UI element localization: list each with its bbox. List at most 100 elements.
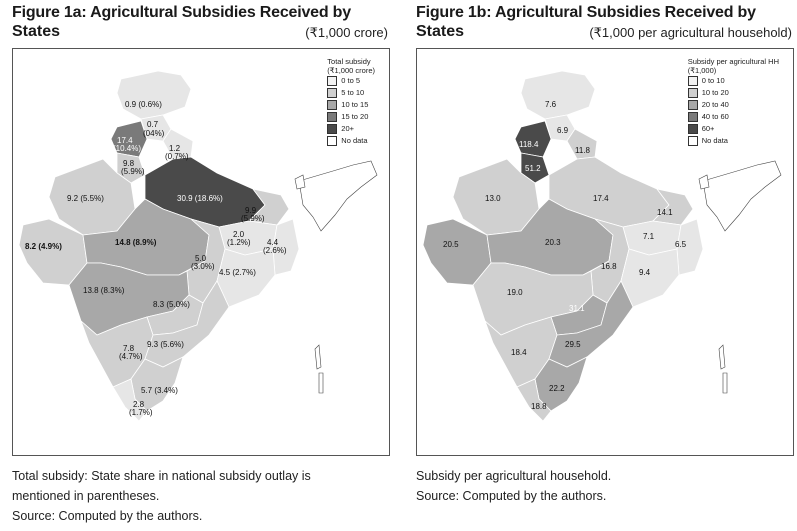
figure-title: Figure 1a: Agricultural Subsidies Receiv…	[12, 4, 351, 21]
map-panel: 7.6 6.9 118.4 51.2 11.8 13.0 17.4 14.1 2…	[416, 48, 794, 456]
map-panel: 0.9 (0.6%) 0.7 (04%) 17.4 (10.4%) 9.8 (5…	[12, 48, 390, 456]
andaman-islands-south	[318, 372, 324, 394]
andaman-islands	[718, 344, 726, 370]
label-hp-share: (04%)	[143, 129, 165, 138]
label-jh-share: (1.2%)	[227, 238, 251, 247]
legend-swatch	[327, 100, 338, 110]
legend-swatch	[327, 124, 338, 134]
caption-line: Subsidy per agricultural household.	[416, 469, 612, 483]
label-br-share: (5.9%)	[241, 214, 265, 223]
label-ts: 8.3 (5.0%)	[153, 300, 190, 309]
label-ap: 9.3 (5.6%)	[147, 340, 184, 349]
figure-caption: Subsidy per agricultural household. Sour…	[416, 466, 611, 506]
figure-title-block: Figure 1a: Agricultural Subsidies Receiv…	[12, 4, 388, 44]
label-pb: 17.4	[117, 136, 133, 145]
legend-label: 10 to 15	[341, 100, 369, 109]
state-uk	[566, 128, 598, 160]
figure-title: Figure 1b: Agricultural Subsidies Receiv…	[416, 4, 756, 21]
label-ka-share: (4.7%)	[119, 352, 143, 361]
legend-label: 20+	[341, 124, 355, 133]
legend-swatch	[687, 76, 698, 86]
label-kl: 2.8	[133, 400, 145, 409]
legend-label: 60+	[701, 124, 715, 133]
label-uk: 11.8	[575, 146, 591, 155]
legend-item: 10 to 15	[327, 99, 375, 111]
state-jk	[520, 70, 596, 120]
label-jk: 7.6	[545, 100, 557, 109]
label-jh: 7.1	[643, 232, 655, 241]
state-kl	[112, 378, 148, 422]
state-pb	[514, 120, 552, 158]
legend-item: 60+	[687, 123, 779, 135]
caption-line: Total subsidy: State share in national s…	[12, 469, 311, 483]
legend-subtitle: (₹1,000)	[687, 66, 717, 75]
legend-swatch	[687, 100, 698, 110]
caption-line: mentioned in parentheses.	[12, 489, 160, 503]
legend-subtitle: (₹1,000 crore)	[327, 66, 375, 75]
state-od	[620, 248, 680, 308]
label-hr-share: (5.9%)	[121, 167, 145, 176]
legend-label: 0 to 5	[341, 76, 361, 85]
legend-swatch	[687, 88, 698, 98]
label-ts: 31.1	[569, 304, 585, 313]
label-kl: 18.8	[531, 402, 547, 411]
legend-label: 5 to 10	[341, 88, 365, 97]
label-rj: 9.2 (5.5%)	[67, 194, 104, 203]
figure-title-continued: States	[12, 23, 61, 40]
label-cg: 16.8	[601, 262, 617, 271]
label-mp: 20.3	[545, 238, 561, 247]
label-br: 9.9	[245, 206, 257, 215]
sikkim	[294, 174, 306, 190]
sikkim	[698, 174, 710, 190]
label-pb-share: (10.4%)	[113, 144, 141, 153]
label-od: 4.5 (2.7%)	[219, 268, 256, 277]
caption-line: Source: Computed by the authors.	[416, 489, 607, 503]
label-pb: 118.4	[519, 140, 539, 149]
legend-item: No data	[327, 135, 375, 147]
label-wb: 6.5	[675, 240, 687, 249]
india-map-b: 7.6 6.9 118.4 51.2 11.8 13.0 17.4 14.1 2…	[422, 70, 782, 422]
state-northeast	[702, 160, 782, 232]
label-br: 14.1	[657, 208, 673, 217]
india-map-a: 0.9 (0.6%) 0.7 (04%) 17.4 (10.4%) 9.8 (5…	[18, 70, 378, 422]
label-mh: 19.0	[507, 288, 523, 297]
state-northeast	[298, 160, 378, 232]
label-uk-share: (0.7%)	[165, 152, 189, 161]
state-jk	[116, 70, 192, 120]
state-kl	[516, 378, 552, 422]
label-mp: 14.8 (8.9%)	[115, 238, 157, 247]
legend-swatch	[327, 112, 338, 122]
legend-item: 0 to 5	[327, 75, 375, 87]
legend-swatch	[687, 112, 698, 122]
label-hp: 0.7	[147, 120, 159, 129]
label-ka: 7.8	[123, 344, 135, 353]
legend-label: 0 to 10	[701, 76, 725, 85]
legend-label: 15 to 20	[341, 112, 369, 121]
legend-item: 40 to 60	[687, 111, 779, 123]
label-cg-share: (3.0%)	[191, 262, 215, 271]
map-labels: 0.9 (0.6%) 0.7 (04%) 17.4 (10.4%) 9.8 (5…	[25, 100, 287, 417]
map-legend: Subsidy per agricultural HH (₹1,000) 0 t…	[687, 57, 779, 147]
legend-item: 15 to 20	[327, 111, 375, 123]
caption-line: Source: Computed by the authors.	[12, 509, 203, 523]
label-rj: 13.0	[485, 194, 501, 203]
figure-unit: (₹1,000 crore)	[305, 25, 388, 40]
map-labels: 7.6 6.9 118.4 51.2 11.8 13.0 17.4 14.1 2…	[443, 100, 687, 411]
label-kl-share: (1.7%)	[129, 408, 153, 417]
label-hr: 51.2	[525, 164, 541, 173]
label-uk: 1.2	[169, 144, 181, 153]
figure-1b: Figure 1b: Agricultural Subsidies Receiv…	[410, 0, 797, 531]
label-up: 17.4	[593, 194, 609, 203]
legend-item: 5 to 10	[327, 87, 375, 99]
state-hr	[520, 152, 550, 184]
legend-label: 10 to 20	[701, 88, 729, 97]
state-uk	[162, 128, 194, 160]
legend-swatch	[327, 136, 338, 146]
legend-label: No data	[341, 136, 368, 145]
state-od	[216, 248, 276, 308]
andaman-islands-south	[722, 372, 728, 394]
andaman-islands	[314, 344, 322, 370]
legend-label: No data	[701, 136, 728, 145]
label-gj: 20.5	[443, 240, 459, 249]
legend-label: 20 to 40	[701, 100, 729, 109]
